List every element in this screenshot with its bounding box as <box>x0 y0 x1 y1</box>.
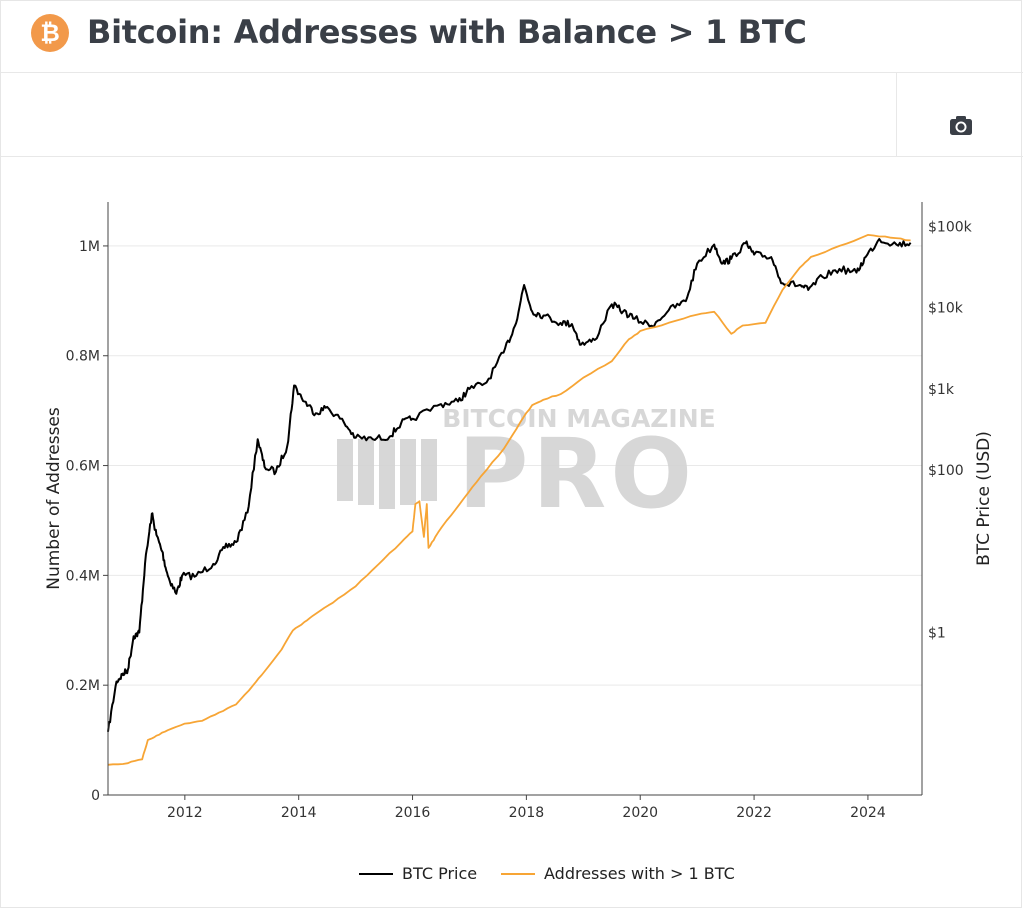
right-tick-label: $100k <box>928 219 973 235</box>
left-tick-label: 0 <box>91 788 100 804</box>
toolbar-divider <box>896 73 897 156</box>
left-tick-label: 1M <box>79 239 100 255</box>
addresses-chart: BITCOIN MAGAZINE PRO 0 0.2M 0.4M 0.6M 0.8M 1M… <box>44 202 994 883</box>
grid-lines <box>108 245 922 686</box>
svg-text:₿: ₿ <box>40 20 60 46</box>
bitcoin-symbol-icon: ₿ <box>40 20 60 46</box>
header: ₿ Bitcoin: Addresses with Balance > 1 BT… <box>1 1 1023 73</box>
right-tick-label: $100 <box>928 463 964 479</box>
x-tick-label: 2024 <box>850 805 886 821</box>
camera-icon[interactable] <box>945 113 977 141</box>
left-tick-label: 0.2M <box>66 678 100 694</box>
watermark: BITCOIN MAGAZINE PRO <box>337 404 716 530</box>
x-tick-label: 2012 <box>167 805 203 821</box>
x-tick-label: 2016 <box>395 805 431 821</box>
x-tick-label: 2014 <box>281 805 317 821</box>
watermark-top-text: BITCOIN MAGAZINE <box>442 404 715 433</box>
x-tick-label: 2022 <box>736 805 772 821</box>
addresses-line <box>107 234 911 766</box>
legend-label-0: BTC Price <box>402 864 477 883</box>
toolbar <box>1 73 1023 157</box>
watermark-bottom-text: PRO <box>458 418 696 530</box>
chart-area: BITCOIN MAGAZINE PRO 0 0.2M 0.4M 0.6M 0.8M 1M… <box>1 157 1023 909</box>
right-tick-label: $1 <box>928 626 946 642</box>
bitcoin-logo-icon: ₿ <box>31 14 69 52</box>
left-tick-label: 0.6M <box>66 459 100 475</box>
btc-price-line <box>107 238 912 732</box>
legend: BTC Price Addresses with > 1 BTC <box>359 864 735 883</box>
right-tick-label: $10k <box>928 301 964 317</box>
left-tick-label: 0.4M <box>66 568 100 584</box>
series-layer <box>107 234 912 766</box>
right-tick-label: $1k <box>928 382 955 398</box>
page-title: Bitcoin: Addresses with Balance > 1 BTC <box>87 13 807 51</box>
watermark-logo-icon <box>337 439 437 509</box>
right-axis-title: BTC Price (USD) <box>974 431 994 566</box>
x-tick-label: 2018 <box>509 805 545 821</box>
left-tick-label: 0.8M <box>66 349 100 365</box>
left-axis-title: Number of Addresses <box>44 407 64 590</box>
legend-label-1: Addresses with > 1 BTC <box>544 864 735 883</box>
axes: 0 0.2M 0.4M 0.6M 0.8M 1M $1 $100 $1k $10k $100k 201… <box>44 202 994 821</box>
x-tick-label: 2020 <box>622 805 658 821</box>
